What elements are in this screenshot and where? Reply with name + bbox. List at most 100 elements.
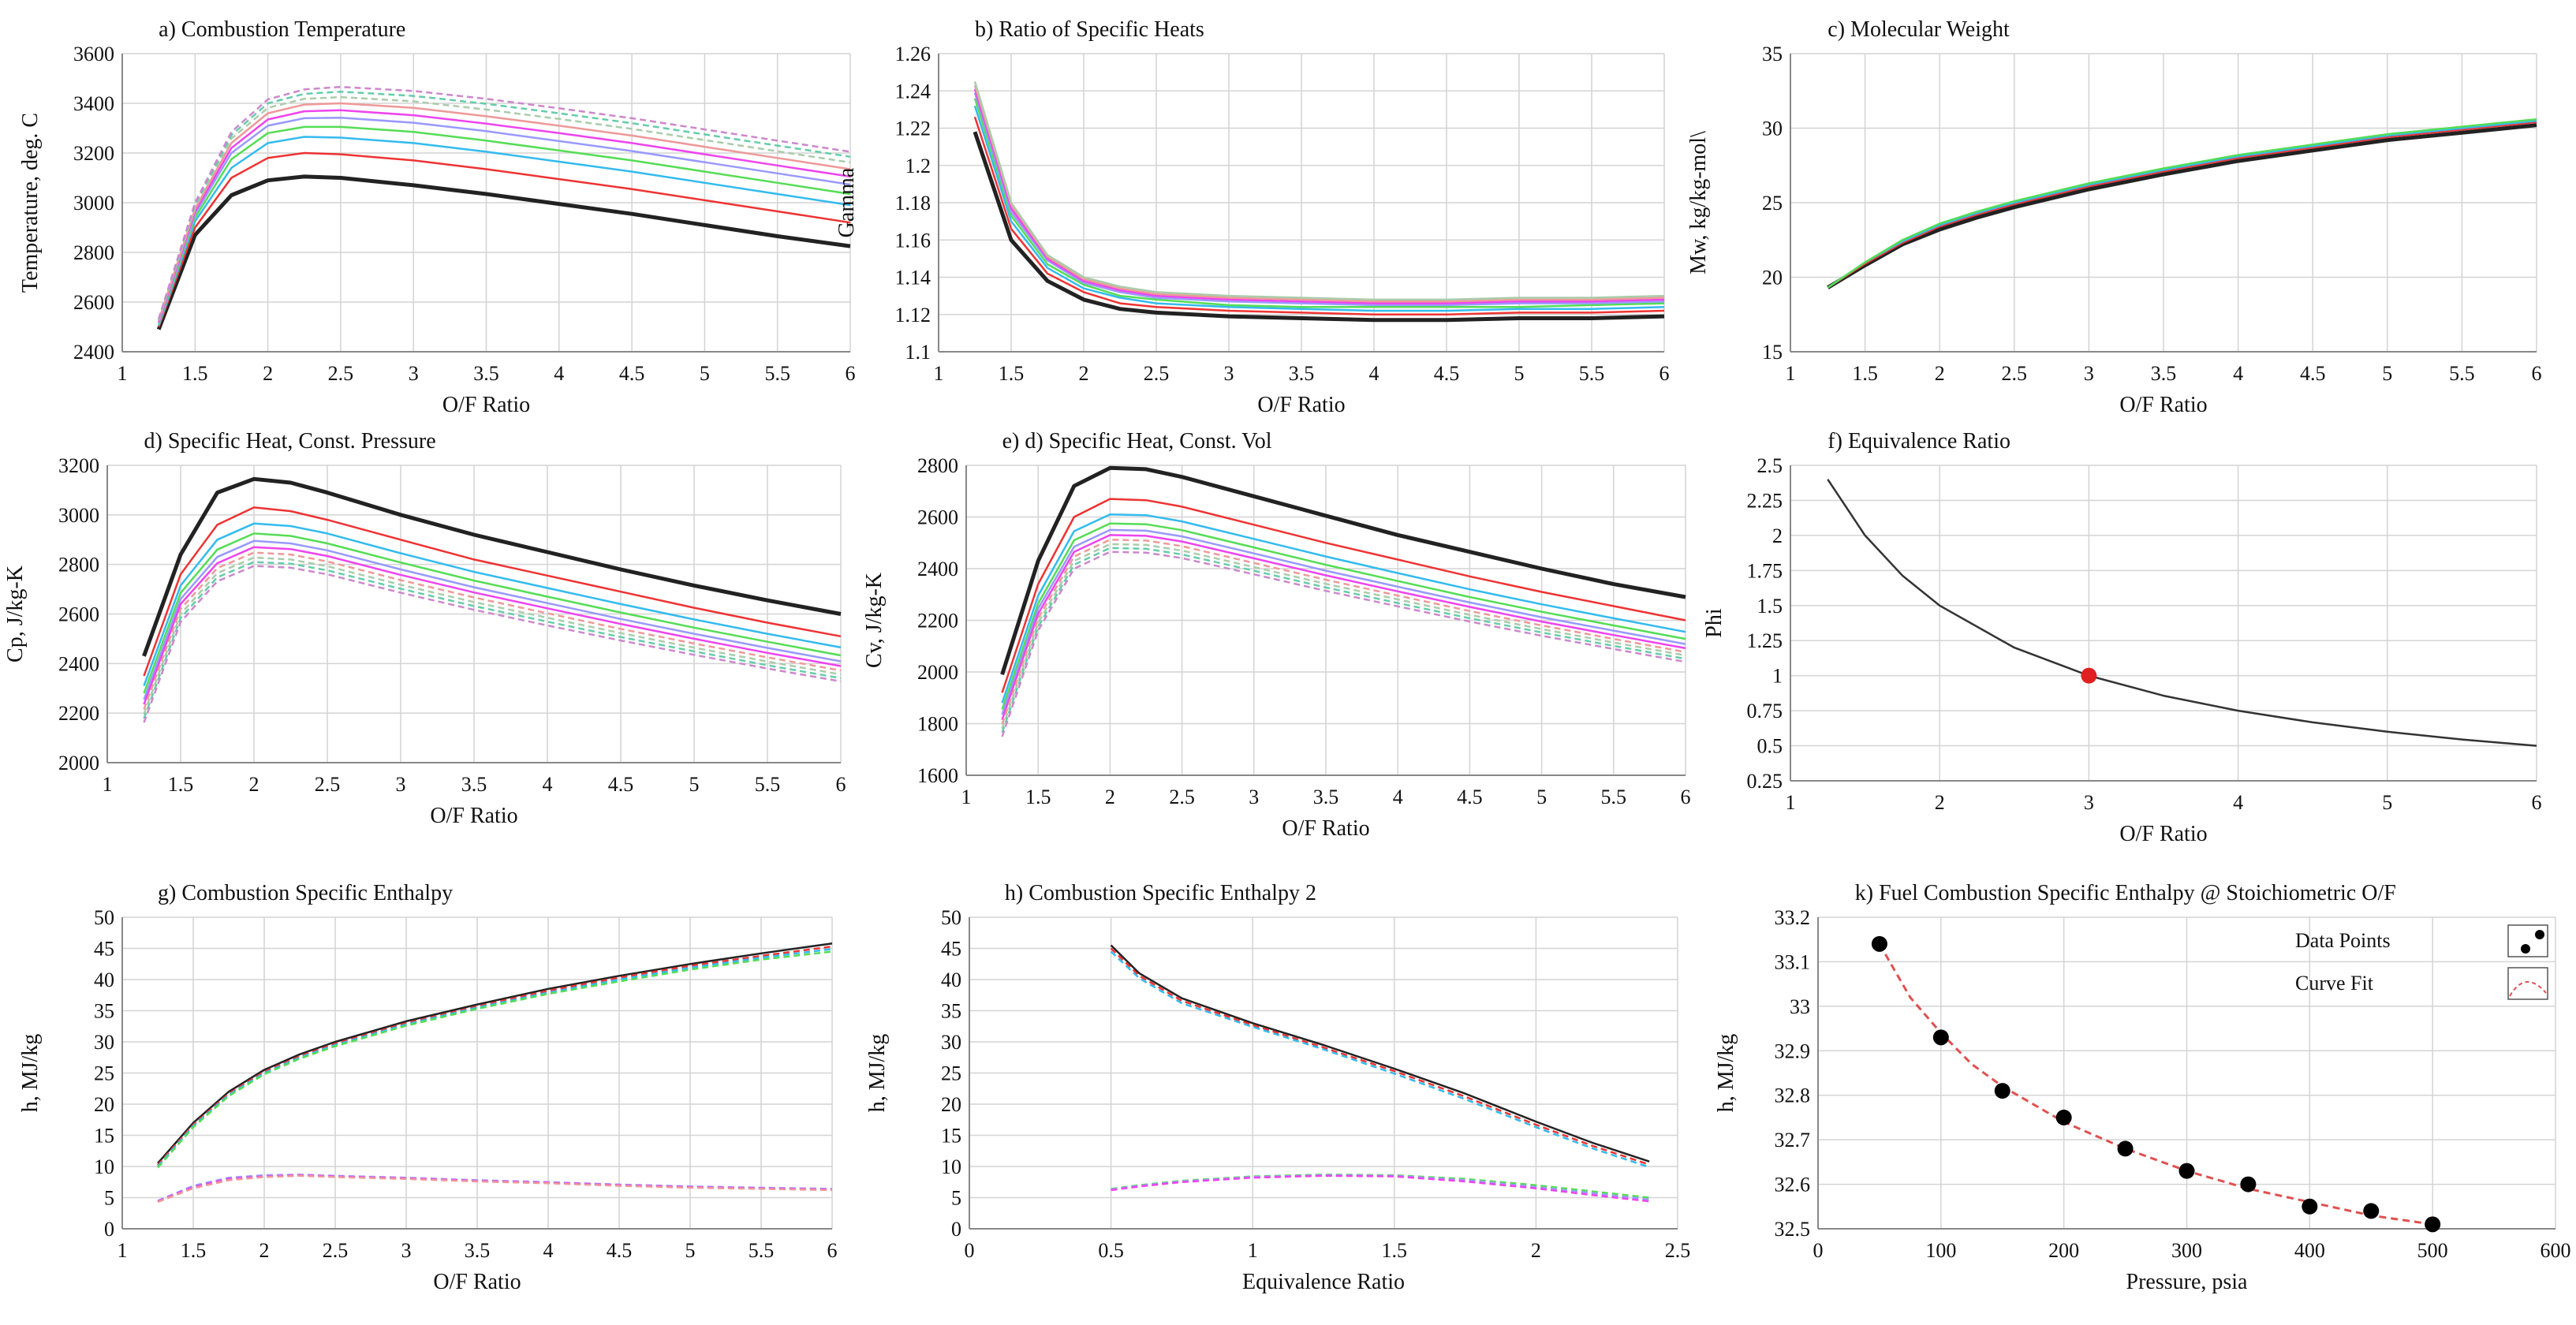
x-tick-label: 2 [263,362,273,385]
series-line [158,90,851,320]
series-line [158,109,851,323]
y-tick-label: 2 [1772,524,1783,547]
series-line [1111,1174,1650,1203]
panel-2: 1 1.5 2 2.5 3 3.5 4 4.5 5 5.5 6 15 20 25 30 35 c) Molecu… [1686,17,2542,417]
x-tick-label: 2.5 [1169,786,1195,808]
x-tick-label: 2 [249,773,259,796]
series-line [1111,1174,1650,1201]
x-tick-label: 5 [1536,786,1547,808]
series-line [143,551,842,710]
series-line [143,546,842,705]
series-line [158,95,851,321]
y-tick-label: 3200 [73,142,114,165]
y-tick-label: 2200 [917,610,958,633]
series-line [1001,528,1686,715]
x-tick-label: 2 [1531,1239,1541,1262]
data-point [1994,1083,2010,1099]
series-line [1110,944,1650,1163]
panel-3: 1 1.5 2 2.5 3 3.5 4 4.5 5 5.5 6 2000 2200 2400 2600 280… [3,429,846,828]
x-tick-label: 2 [1935,362,1945,385]
x-tick-label: 1 [1248,1239,1258,1262]
x-tick-label: 4 [1369,362,1379,385]
x-tick-label: 1 [1786,362,1796,385]
x-tick-label: 6 [827,1239,838,1262]
legend-swatch-box [2507,924,2548,957]
series-line [143,565,842,723]
y-tick-label: 0.5 [1757,735,1783,758]
panel-title: h) Combustion Specific Enthalpy 2 [1005,881,1316,905]
y-axis-label: Cv, J/kg-K [862,573,887,668]
y-tick-label: 5 [951,1187,961,1210]
x-tick-label: 2.5 [315,773,341,796]
x-tick-label: 2.5 [323,1239,349,1262]
x-tick-label: 6 [846,362,856,385]
x-tick-label: 1.5 [1025,786,1051,808]
y-tick-label: 2.5 [1757,454,1783,477]
series-line [158,125,851,325]
y-tick-label: 0.25 [1747,770,1783,793]
y-tick-label: 1.22 [895,118,931,140]
x-tick-label: 3 [409,362,419,385]
x-tick-label: 600 [2541,1239,2571,1262]
y-tick-label: 32.7 [1775,1129,1811,1151]
x-tick-label: 4.5 [1434,362,1460,385]
y-tick-label: 32.6 [1775,1174,1811,1196]
y-tick-label: 32.9 [1775,1039,1811,1062]
x-tick-label: 3.5 [473,362,499,385]
y-tick-label: 1.16 [895,229,931,252]
series-line [158,102,851,321]
y-axis-label: h, MJ/kg [865,1034,890,1113]
y-tick-label: 3200 [58,454,99,477]
series-line [143,539,842,700]
y-tick-label: 35 [94,1000,114,1023]
y-tick-label: 50 [941,906,961,929]
x-tick-label: 5.5 [764,362,790,385]
x-tick-label: 5.5 [2449,362,2475,385]
x-tick-label: 1.5 [999,362,1025,385]
series-line [1001,513,1686,704]
y-tick-label: 25 [94,1062,114,1085]
y-tick-label: 33.1 [1775,950,1811,973]
x-tick-label: 3 [1224,362,1234,385]
series-line [158,151,851,327]
series-line [1110,947,1650,1166]
y-tick-label: 2800 [917,454,958,477]
x-tick-label: 400 [2294,1239,2325,1262]
y-tick-label: 2000 [58,752,99,774]
series-line [973,105,1665,312]
x-tick-label: 2 [1079,362,1089,385]
y-tick-label: 35 [1762,43,1783,65]
x-tick-label: 3.5 [2151,362,2177,385]
panel-title: d) Specific Heat, Const. Pressure [144,429,436,453]
series-line [157,950,833,1169]
data-point [1932,1029,1949,1046]
y-tick-label: 2600 [58,603,99,626]
y-tick-label: 32.8 [1775,1084,1811,1107]
y-tick-label: 2200 [58,702,99,725]
x-tick-label: 6 [836,773,846,796]
highlight-point [2081,667,2097,684]
x-tick-label: 3 [1249,786,1259,808]
y-tick-label: 2800 [73,241,114,264]
y-tick-label: 2800 [58,554,99,577]
x-tick-label: 6 [1681,786,1691,808]
data-point [2425,1216,2441,1233]
y-tick-label: 1.18 [895,192,931,215]
x-tick-label: 3.5 [465,1239,491,1262]
panel-6: 1 1.5 2 2.5 3 3.5 4 4.5 5 5.5 6 0 5 10 15 20 25 30 35 40 45 5… [18,881,838,1294]
series-line [1827,123,2537,289]
x-tick-label: 4.5 [1457,786,1483,808]
x-tick-label: 200 [2048,1239,2079,1262]
y-tick-label: 1 [1772,665,1783,688]
series-line [1000,465,1686,676]
x-tick-label: 4 [1393,786,1403,808]
y-tick-label: 3400 [73,92,114,115]
x-tick-label: 1.5 [1382,1239,1408,1262]
y-axis-label: h, MJ/kg [1714,1034,1738,1113]
y-tick-label: 20 [1762,267,1783,289]
x-tick-label: 4 [543,1239,554,1262]
y-tick-label: 1.75 [1747,559,1783,582]
x-tick-label: 2.5 [1665,1239,1691,1262]
y-tick-label: 15 [941,1125,961,1148]
y-tick-label: 2400 [58,652,99,675]
